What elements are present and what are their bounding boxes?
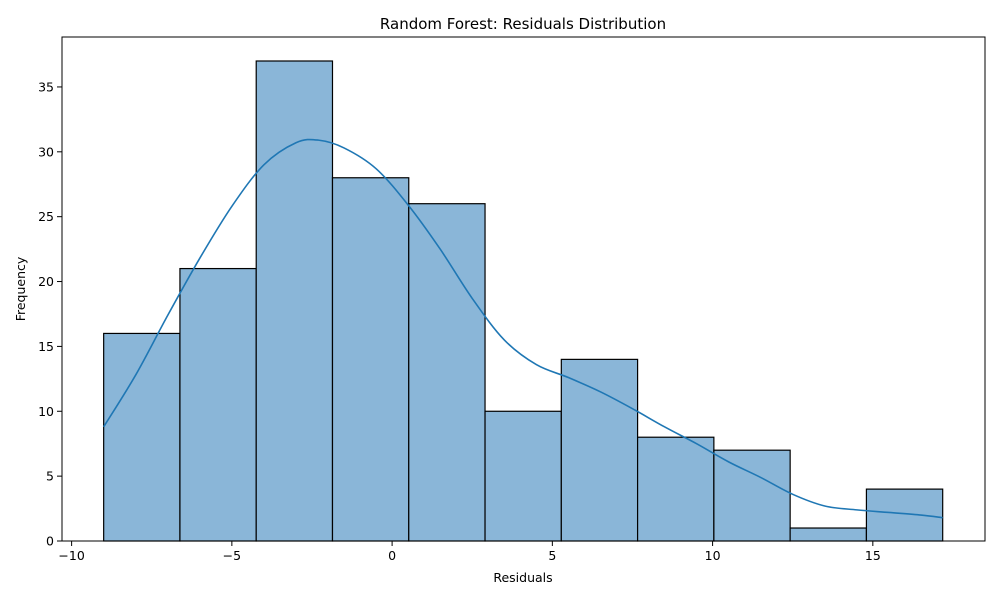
histogram-bar-10 bbox=[789, 527, 868, 542]
kde-layer bbox=[102, 138, 943, 519]
x-tick-label: 5 bbox=[548, 548, 556, 563]
x-axis-ticks: −10 −5 0 5 10 15 bbox=[58, 541, 881, 563]
y-tick-label: 10 bbox=[38, 404, 54, 419]
histogram-bar-8 bbox=[636, 436, 715, 542]
y-tick-label: 20 bbox=[38, 274, 54, 289]
x-tick-label: 10 bbox=[705, 548, 721, 563]
x-tick-label: −10 bbox=[58, 548, 84, 563]
plot-area-frame bbox=[61, 36, 986, 542]
x-tick-label: 0 bbox=[388, 548, 396, 563]
kde-curve bbox=[102, 138, 943, 519]
y-tick-label: 30 bbox=[38, 144, 54, 159]
chart-title: Random Forest: Residuals Distribution bbox=[380, 15, 666, 33]
y-axis-title: Frequency bbox=[13, 256, 28, 321]
x-tick-label: 15 bbox=[865, 548, 881, 563]
histogram-bar-6 bbox=[484, 410, 562, 542]
histogram-bar-2 bbox=[179, 267, 257, 542]
y-tick-label: 35 bbox=[38, 79, 54, 94]
histogram-bar-1 bbox=[103, 332, 181, 542]
histogram-bar-3 bbox=[255, 60, 334, 542]
histogram-bar-5 bbox=[408, 203, 486, 542]
histogram-bar-7 bbox=[560, 358, 639, 542]
histogram-bar-11 bbox=[865, 488, 944, 542]
histogram-bar-4 bbox=[331, 177, 410, 542]
y-tick-label: 5 bbox=[46, 469, 54, 484]
histogram-bar-9 bbox=[713, 449, 791, 542]
x-tick-label: −5 bbox=[223, 548, 241, 563]
y-tick-label: 15 bbox=[38, 339, 54, 354]
y-tick-label: 0 bbox=[46, 534, 54, 549]
x-axis-title: Residuals bbox=[493, 570, 552, 585]
y-axis-ticks: 0 5 10 15 20 25 30 35 bbox=[38, 79, 62, 549]
y-tick-label: 25 bbox=[38, 209, 54, 224]
